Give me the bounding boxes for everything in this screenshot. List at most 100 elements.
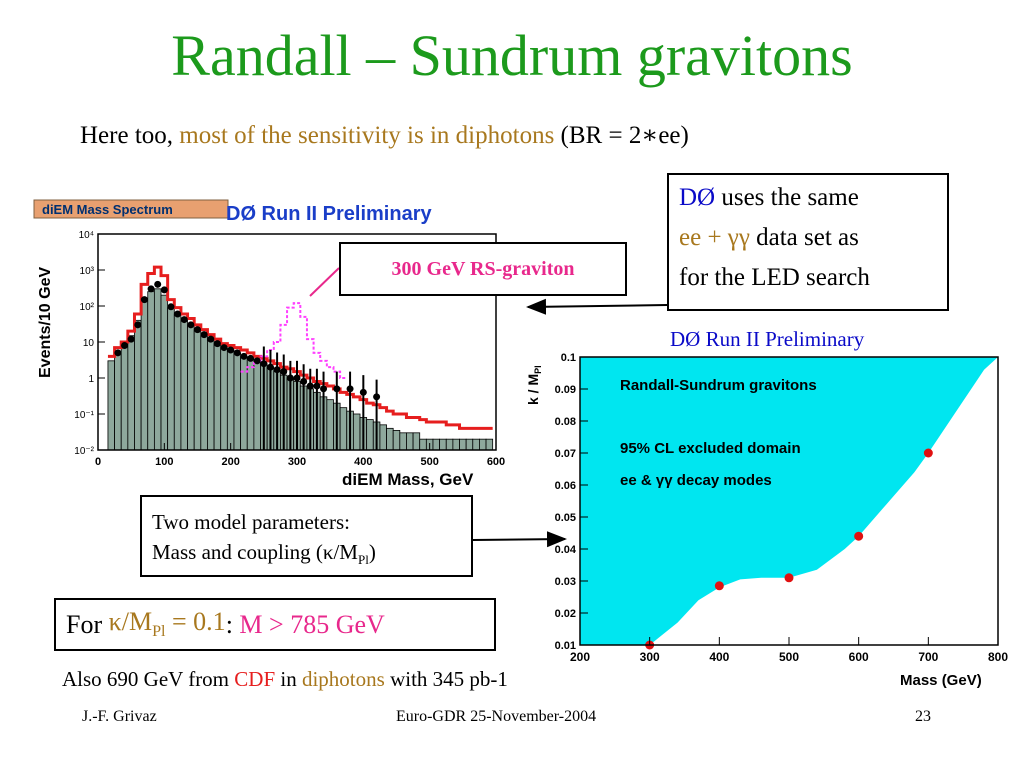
result-colon: :: [225, 609, 233, 639]
footer-page-number: 23: [915, 708, 931, 725]
excluded-region: [580, 357, 998, 645]
data-point: [207, 335, 215, 343]
params-box-arrow: [472, 531, 567, 548]
dzero-box-arrow: [526, 298, 668, 315]
left-y-tick-label: 10⁻¹: [74, 410, 94, 421]
right-y-axis-label: k / MPl: [525, 365, 543, 405]
left-y-axis-label: Events/10 GeV: [37, 267, 54, 379]
data-point: [300, 377, 308, 385]
limit-point: [784, 573, 794, 583]
model-parameters-box: Two model parameters: Mass and coupling …: [140, 495, 473, 577]
right-x-tick-label: 400: [709, 650, 729, 664]
chart-tag: diEM Mass Spectrum: [42, 202, 173, 217]
right-y-axis-label-sub: Pl: [533, 365, 543, 374]
right-y-tick-label: 0.08: [555, 416, 576, 428]
params-line-1: Two model parameters:: [152, 510, 350, 534]
also-in: in: [280, 667, 297, 691]
data-point: [121, 341, 129, 349]
left-x-tick-label: 600: [487, 456, 505, 468]
right-x-tick-label: 300: [640, 650, 660, 664]
data-point: [140, 296, 148, 304]
also-cdf: CDF: [234, 667, 276, 691]
data-point: [187, 321, 195, 329]
params-line-2-text: Mass and coupling (κ/M: [152, 540, 358, 564]
right-y-tick-label: 0.03: [555, 576, 576, 588]
data-point: [227, 346, 235, 354]
rs-exclusion-chart: 200 300 400 500 600 700 800 0.01 0.02 0.03 0.04 0.0…: [525, 352, 1008, 689]
rs-graviton-label: 300 GeV RS-graviton: [391, 257, 575, 280]
dzero-line-1-text: uses the same: [721, 184, 859, 211]
data-point: [220, 344, 228, 352]
rs-label-pointer: [309, 267, 340, 297]
dzero-line-2-text: data set as: [756, 224, 859, 251]
right-y-tick-label: 0.01: [555, 640, 576, 652]
left-x-tick-label: 500: [420, 456, 438, 468]
data-point: [320, 385, 328, 393]
result-mass-limit: M > 785 GeV: [239, 609, 385, 639]
subtitle-lead: Here too,: [80, 122, 174, 149]
right-y-tick-label: 0.09: [555, 384, 576, 396]
dzero-name: DØ: [679, 184, 716, 211]
right-y-tick-label: 0.07: [555, 448, 576, 460]
left-y-tick-label: 10³: [80, 266, 95, 277]
left-x-tick-label: 0: [95, 456, 101, 468]
right-x-tick-label: 500: [779, 650, 799, 664]
left-x-tick-label: 400: [354, 456, 372, 468]
data-point: [154, 280, 162, 288]
right-x-tick-label: 800: [988, 650, 1008, 664]
dzero-line-3: for the LED search: [679, 264, 870, 291]
rs-graviton-label-box: 300 GeV RS-graviton: [339, 242, 627, 296]
left-y-tick-label: 1: [88, 374, 94, 385]
data-point: [213, 340, 221, 348]
data-point: [114, 349, 122, 357]
right-x-tick-label: 200: [570, 650, 590, 664]
slide-title: Randall – Sundrum gravitons: [171, 23, 853, 88]
diem-mass-chart: diEM Mass Spectrum DØ Run II Preliminary…: [20, 188, 520, 494]
dzero-channels: ee + γγ: [679, 224, 750, 251]
params-line-2-sub: Pl: [357, 552, 369, 568]
also-diphotons: diphotons: [301, 667, 385, 691]
params-line-2-close: ): [368, 540, 376, 564]
data-point: [280, 368, 288, 376]
data-point: [180, 316, 188, 324]
data-point: [293, 374, 301, 382]
right-y-tick-label: 0.04: [555, 544, 577, 556]
also-pre: Also 690 GeV from: [62, 667, 230, 691]
left-x-tick-label: 100: [155, 456, 173, 468]
footer-author: J.-F. Grivaz: [82, 708, 157, 725]
right-x-tick-label: 600: [849, 650, 869, 664]
cdf-comparison-line: Also 690 GeV from CDF in diphotons with …: [62, 667, 508, 692]
params-line-2: Mass and coupling (κ/MPl): [152, 537, 471, 575]
right-y-tick-label: 0.05: [555, 512, 576, 524]
subtitle-tail: (BR = 2∗ee): [560, 122, 689, 149]
data-point: [346, 385, 354, 393]
data-point: [286, 374, 294, 382]
data-point: [313, 382, 321, 390]
data-point: [147, 285, 155, 293]
left-plot-area: 0 100 200 300 400 500 600 10⁻² 10⁻¹ 1 10 10² 10³ 10⁴: [74, 230, 505, 468]
data-point: [333, 385, 341, 393]
result-kappa-sub: Pl: [152, 623, 166, 641]
left-chart-title: DØ Run II Preliminary: [226, 203, 432, 225]
result-coupling-value: = 0.1: [172, 607, 226, 637]
right-y-axis-label-main: k / M: [525, 374, 541, 405]
data-point: [273, 366, 281, 374]
left-y-tick-label: 10: [83, 338, 95, 349]
left-x-tick-label: 300: [288, 456, 306, 468]
data-point: [260, 360, 268, 368]
left-x-tick-label: 200: [221, 456, 239, 468]
footer-event: Euro-GDR 25-November-2004: [396, 708, 597, 725]
right-y-tick-label: 0.02: [555, 608, 576, 620]
slide-subtitle: Here too, most of the sensitivity is in …: [80, 120, 689, 150]
limit-point: [714, 581, 724, 591]
data-point: [200, 331, 208, 339]
data-point: [194, 326, 201, 334]
result-coupling: κ/MPl = 0.1: [109, 607, 226, 641]
data-point: [247, 354, 255, 362]
also-post: with 345 pb-1: [390, 667, 508, 691]
right-annotation-1: 95% CL excluded domain: [620, 440, 801, 457]
right-annotation-2: ee & γγ decay modes: [620, 472, 772, 489]
limit-point: [854, 531, 864, 541]
data-point: [233, 349, 241, 357]
dzero-line-1: DØ uses the same: [679, 178, 947, 218]
